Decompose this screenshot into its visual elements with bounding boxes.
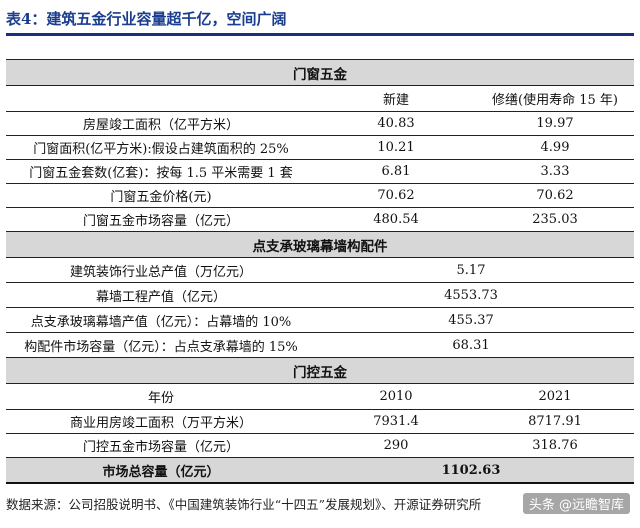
section-header-door-control: 门控五金 <box>6 358 634 384</box>
row-value-new: 10.21 <box>377 140 415 155</box>
row-value: 68.31 <box>452 337 490 353</box>
row-label: 点支承玻璃幕墙产值（亿元）：占幕墙的 10% <box>30 314 292 330</box>
row-label: 房屋竣工面积（亿平方米） <box>82 118 239 133</box>
table-row: 房屋竣工面积（亿平方米） 40.83 19.97 <box>6 112 634 136</box>
row-value: 4553.73 <box>444 287 498 303</box>
row-label: 建筑装饰行业总产值（万亿元） <box>69 264 252 280</box>
row-value-repair: 19.97 <box>536 116 574 131</box>
section-header-door-window: 门窗五金 <box>6 60 634 86</box>
row-value-2010: 290 <box>383 438 409 453</box>
row-value-new: 70.62 <box>377 188 415 203</box>
row-label: 门控五金市场容量（亿元） <box>82 440 239 455</box>
col-2010: 2010 <box>379 389 413 404</box>
total-value: 1102.63 <box>441 462 501 478</box>
row-label: 构配件市场容量（亿元）：占点支承幕墙的 15% <box>24 339 298 355</box>
col-2021: 2021 <box>538 389 572 404</box>
total-row: 市场总容量（亿元） 1102.63 <box>6 458 634 484</box>
row-value-new: 40.83 <box>377 116 415 131</box>
row-value-new: 480.54 <box>373 212 419 227</box>
col-repair: 修缮(使用寿命 15 年) <box>492 93 618 108</box>
data-source: 数据来源：公司招股说明书、《中国建筑装饰行业“十四五”发展规划》、开源证券研究所 <box>6 497 482 512</box>
table-row: 门窗面积(亿平方米):假设占建筑面积的 25% 10.21 4.99 <box>6 136 634 160</box>
table-row: 点支承玻璃幕墙产值（亿元）：占幕墙的 10% 455.37 <box>6 308 634 333</box>
row-value-2010: 7931.4 <box>373 414 419 429</box>
row-value-repair: 4.99 <box>540 140 570 155</box>
row-value: 455.37 <box>448 312 494 328</box>
row-value-repair: 70.62 <box>536 188 574 203</box>
title-rule <box>6 33 634 36</box>
table-row: 构配件市场容量（亿元）：占点支承幕墙的 15% 68.31 <box>6 333 634 358</box>
row-value-repair: 3.33 <box>540 164 570 179</box>
total-label: 市场总容量（亿元） <box>102 464 220 480</box>
row-value-repair: 235.03 <box>532 212 578 227</box>
row-value-2021: 8717.91 <box>528 414 582 429</box>
row-label: 门窗五金市场容量（亿元） <box>82 214 239 229</box>
table-row: 建筑装饰行业总产值（万亿元） 5.17 <box>6 258 634 283</box>
row-label: 商业用房竣工面积（万平方米） <box>69 416 252 431</box>
row-label: 幕墙工程产值（亿元） <box>95 289 226 305</box>
row-value-2021: 318.76 <box>532 438 578 453</box>
row-label: 门窗五金套数(亿套)：按每 1.5 平米需要 1 套 <box>29 166 293 181</box>
table-row: 商业用房竣工面积（万平方米） 7931.4 8717.91 <box>6 410 634 434</box>
column-header-row: 新建 修缮(使用寿命 15 年) <box>6 86 634 112</box>
row-label: 门窗五金价格(元) <box>110 190 212 205</box>
table-title: 表4：建筑五金行业容量超千亿，空间广阔 <box>6 10 287 28</box>
table-top-spacer <box>6 38 634 60</box>
section-header-curtain: 点支承玻璃幕墙构配件 <box>6 232 634 258</box>
capacity-table: 门窗五金 新建 修缮(使用寿命 15 年) 房屋竣工面积（亿平方米） 40.83… <box>6 38 634 484</box>
col-new: 新建 <box>382 93 409 108</box>
column-header-row: 年份 2010 2021 <box>6 384 634 410</box>
row-label: 门窗面积(亿平方米):假设占建筑面积的 25% <box>33 142 289 157</box>
col-year-label: 年份 <box>147 391 174 406</box>
table-row: 门控五金市场容量（亿元） 290 318.76 <box>6 434 634 458</box>
table-row: 幕墙工程产值（亿元） 4553.73 <box>6 283 634 308</box>
table-row: 门窗五金市场容量（亿元） 480.54 235.03 <box>6 208 634 232</box>
watermark: 头条 @远瞻智库 <box>522 493 630 514</box>
table-row: 门窗五金价格(元) 70.62 70.62 <box>6 184 634 208</box>
table-row: 门窗五金套数(亿套)：按每 1.5 平米需要 1 套 6.81 3.33 <box>6 160 634 184</box>
row-value-new: 6.81 <box>381 164 411 179</box>
row-value: 5.17 <box>456 262 486 278</box>
